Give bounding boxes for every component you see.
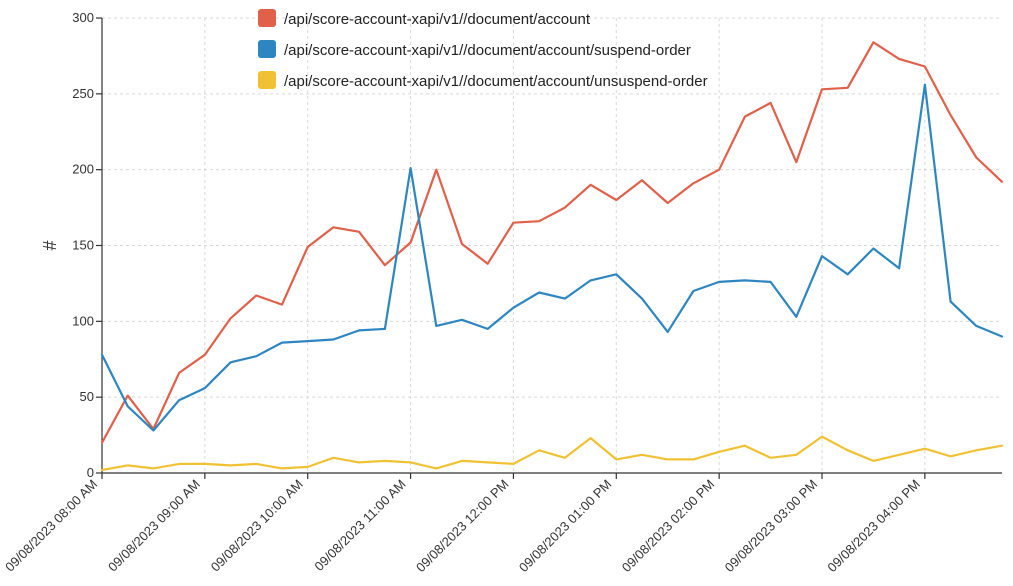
legend-label-1[interactable]: /api/score-account-xapi/v1//document/acc… [284,11,591,28]
x-tick-label: 09/08/2023 09:00 AM [105,477,203,575]
legend-swatch-1[interactable] [258,9,276,27]
y-tick-label: 0 [87,465,94,480]
y-tick-label: 300 [72,10,94,25]
y-axis-label: # [40,240,60,250]
legend-label-2[interactable]: /api/score-account-xapi/v1//document/acc… [284,42,691,59]
y-tick-label: 50 [80,389,94,404]
legend-swatch-3[interactable] [258,71,276,89]
series-line-1 [100,41,1004,444]
x-tick-label: 09/08/2023 04:00 PM [824,477,923,576]
x-tick-label: 09/08/2023 08:00 AM [2,477,100,575]
series-line-2 [100,83,1004,432]
x-tick-label: 09/08/2023 02:00 PM [619,477,718,576]
y-tick-label: 100 [72,313,94,328]
x-tick-label: 09/08/2023 10:00 AM [208,477,306,575]
series-line-3 [100,435,1004,472]
x-tick-label: 09/08/2023 03:00 PM [722,477,821,576]
y-tick-label: 150 [72,238,94,253]
legend-swatch-2[interactable] [258,40,276,58]
legend-label-3[interactable]: /api/score-account-xapi/v1//document/acc… [284,73,708,90]
y-tick-label: 250 [72,86,94,101]
y-tick-label: 200 [72,162,94,177]
x-tick-label: 09/08/2023 01:00 PM [516,477,615,576]
x-tick-label: 09/08/2023 12:00 PM [413,477,512,576]
x-tick-label: 09/08/2023 11:00 AM [311,477,408,574]
